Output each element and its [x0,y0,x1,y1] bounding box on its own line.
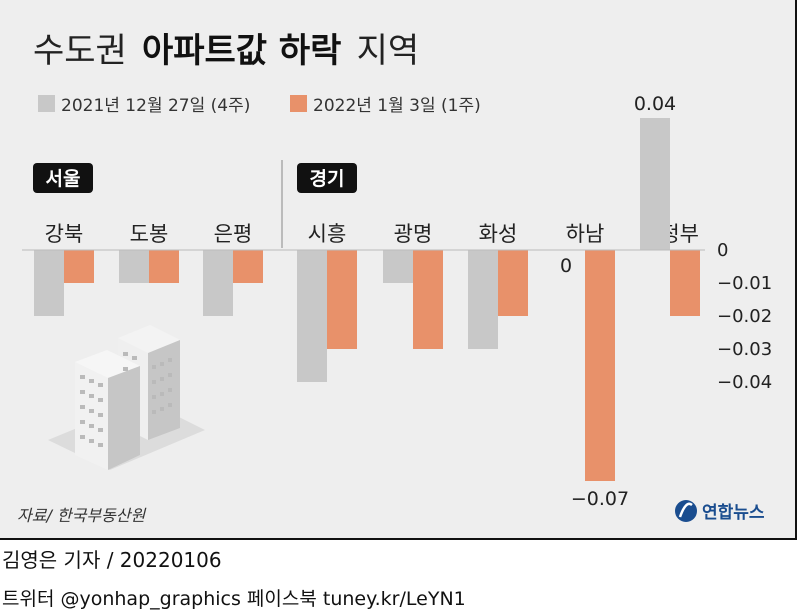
y-tick-label: −0.02 [717,306,772,327]
bar-series1 [34,250,64,316]
legend-label-series2: 2022년 1월 3일 (1주) [313,96,481,116]
bar-series2 [149,250,179,283]
social-line: 트위터 @yonhap_graphics 페이스북 tuney.kr/LeYN1 [2,588,466,610]
y-tick-label: −0.01 [717,273,772,294]
bar-series1 [640,118,670,250]
legend-label-series1: 2021년 12월 27일 (4주) [61,96,250,116]
yonhap-logo: 연합뉴스 [675,500,765,523]
data-label: 0 [560,255,572,277]
bar-series1 [119,250,149,283]
title-suffix: 지역 [357,31,420,71]
bar-series2 [413,250,443,349]
region-tag-seoul-bg [33,163,93,193]
building-illustration [48,325,205,470]
y-axis: 0 −0.01 −0.02 −0.03 −0.04 [22,240,772,393]
yonhap-logo-icon [675,500,697,522]
title-prefix: 수도권 [33,31,127,71]
data-labels: 0 −0.07 0.04 [560,93,676,510]
category-label: 하남 [566,222,605,246]
bar-series2 [585,250,615,481]
data-label: −0.07 [571,488,629,510]
logo-text: 연합뉴스 [702,502,765,523]
category-labels: 강북도봉은평시흥광명화성하남의정부 [45,222,699,246]
region-tag-gyeonggi: 경기 [310,168,345,190]
chart-svg: 수도권 아파트값 하락 지역 2021년 12월 27일 (4주) 2022년 … [17,31,772,525]
chart-frame: 수도권 아파트값 하락 지역 2021년 12월 27일 (4주) 2022년 … [0,0,797,540]
y-tick-label: −0.03 [717,339,772,360]
bar-series2 [670,250,700,316]
legend-swatch-series1 [38,95,55,112]
bar-series2 [498,250,528,316]
category-label: 은평 [214,222,253,246]
category-label: 강북 [45,222,84,246]
region-tag-seoul: 서울 [46,168,81,190]
bar-series1 [203,250,233,316]
bars [34,118,700,481]
legend: 2021년 12월 27일 (4주) 2022년 1월 3일 (1주) [38,95,481,116]
bar-series2 [327,250,357,349]
bar-series1 [297,250,327,382]
y-tick-label: 0 [717,240,728,261]
legend-swatch-series2 [290,95,307,112]
source-note: 자료/ 한국부동산원 [17,506,147,525]
bar-series1 [468,250,498,349]
chart-title: 수도권 아파트값 하락 지역 [33,31,419,71]
bar-series2 [64,250,94,283]
bar-series1 [383,250,413,283]
category-label: 화성 [479,222,518,246]
category-label: 광명 [394,222,433,246]
title-bold: 아파트값 하락 [142,31,342,71]
y-tick-label: −0.04 [717,372,772,393]
reporter-line: 김영은 기자 / 20220106 [2,548,222,572]
data-label: 0.04 [634,93,676,115]
category-label: 도봉 [130,222,169,246]
region-tag-gyeonggi-bg [297,163,357,193]
bar-series2 [233,250,263,283]
category-label: 시흥 [308,222,347,246]
